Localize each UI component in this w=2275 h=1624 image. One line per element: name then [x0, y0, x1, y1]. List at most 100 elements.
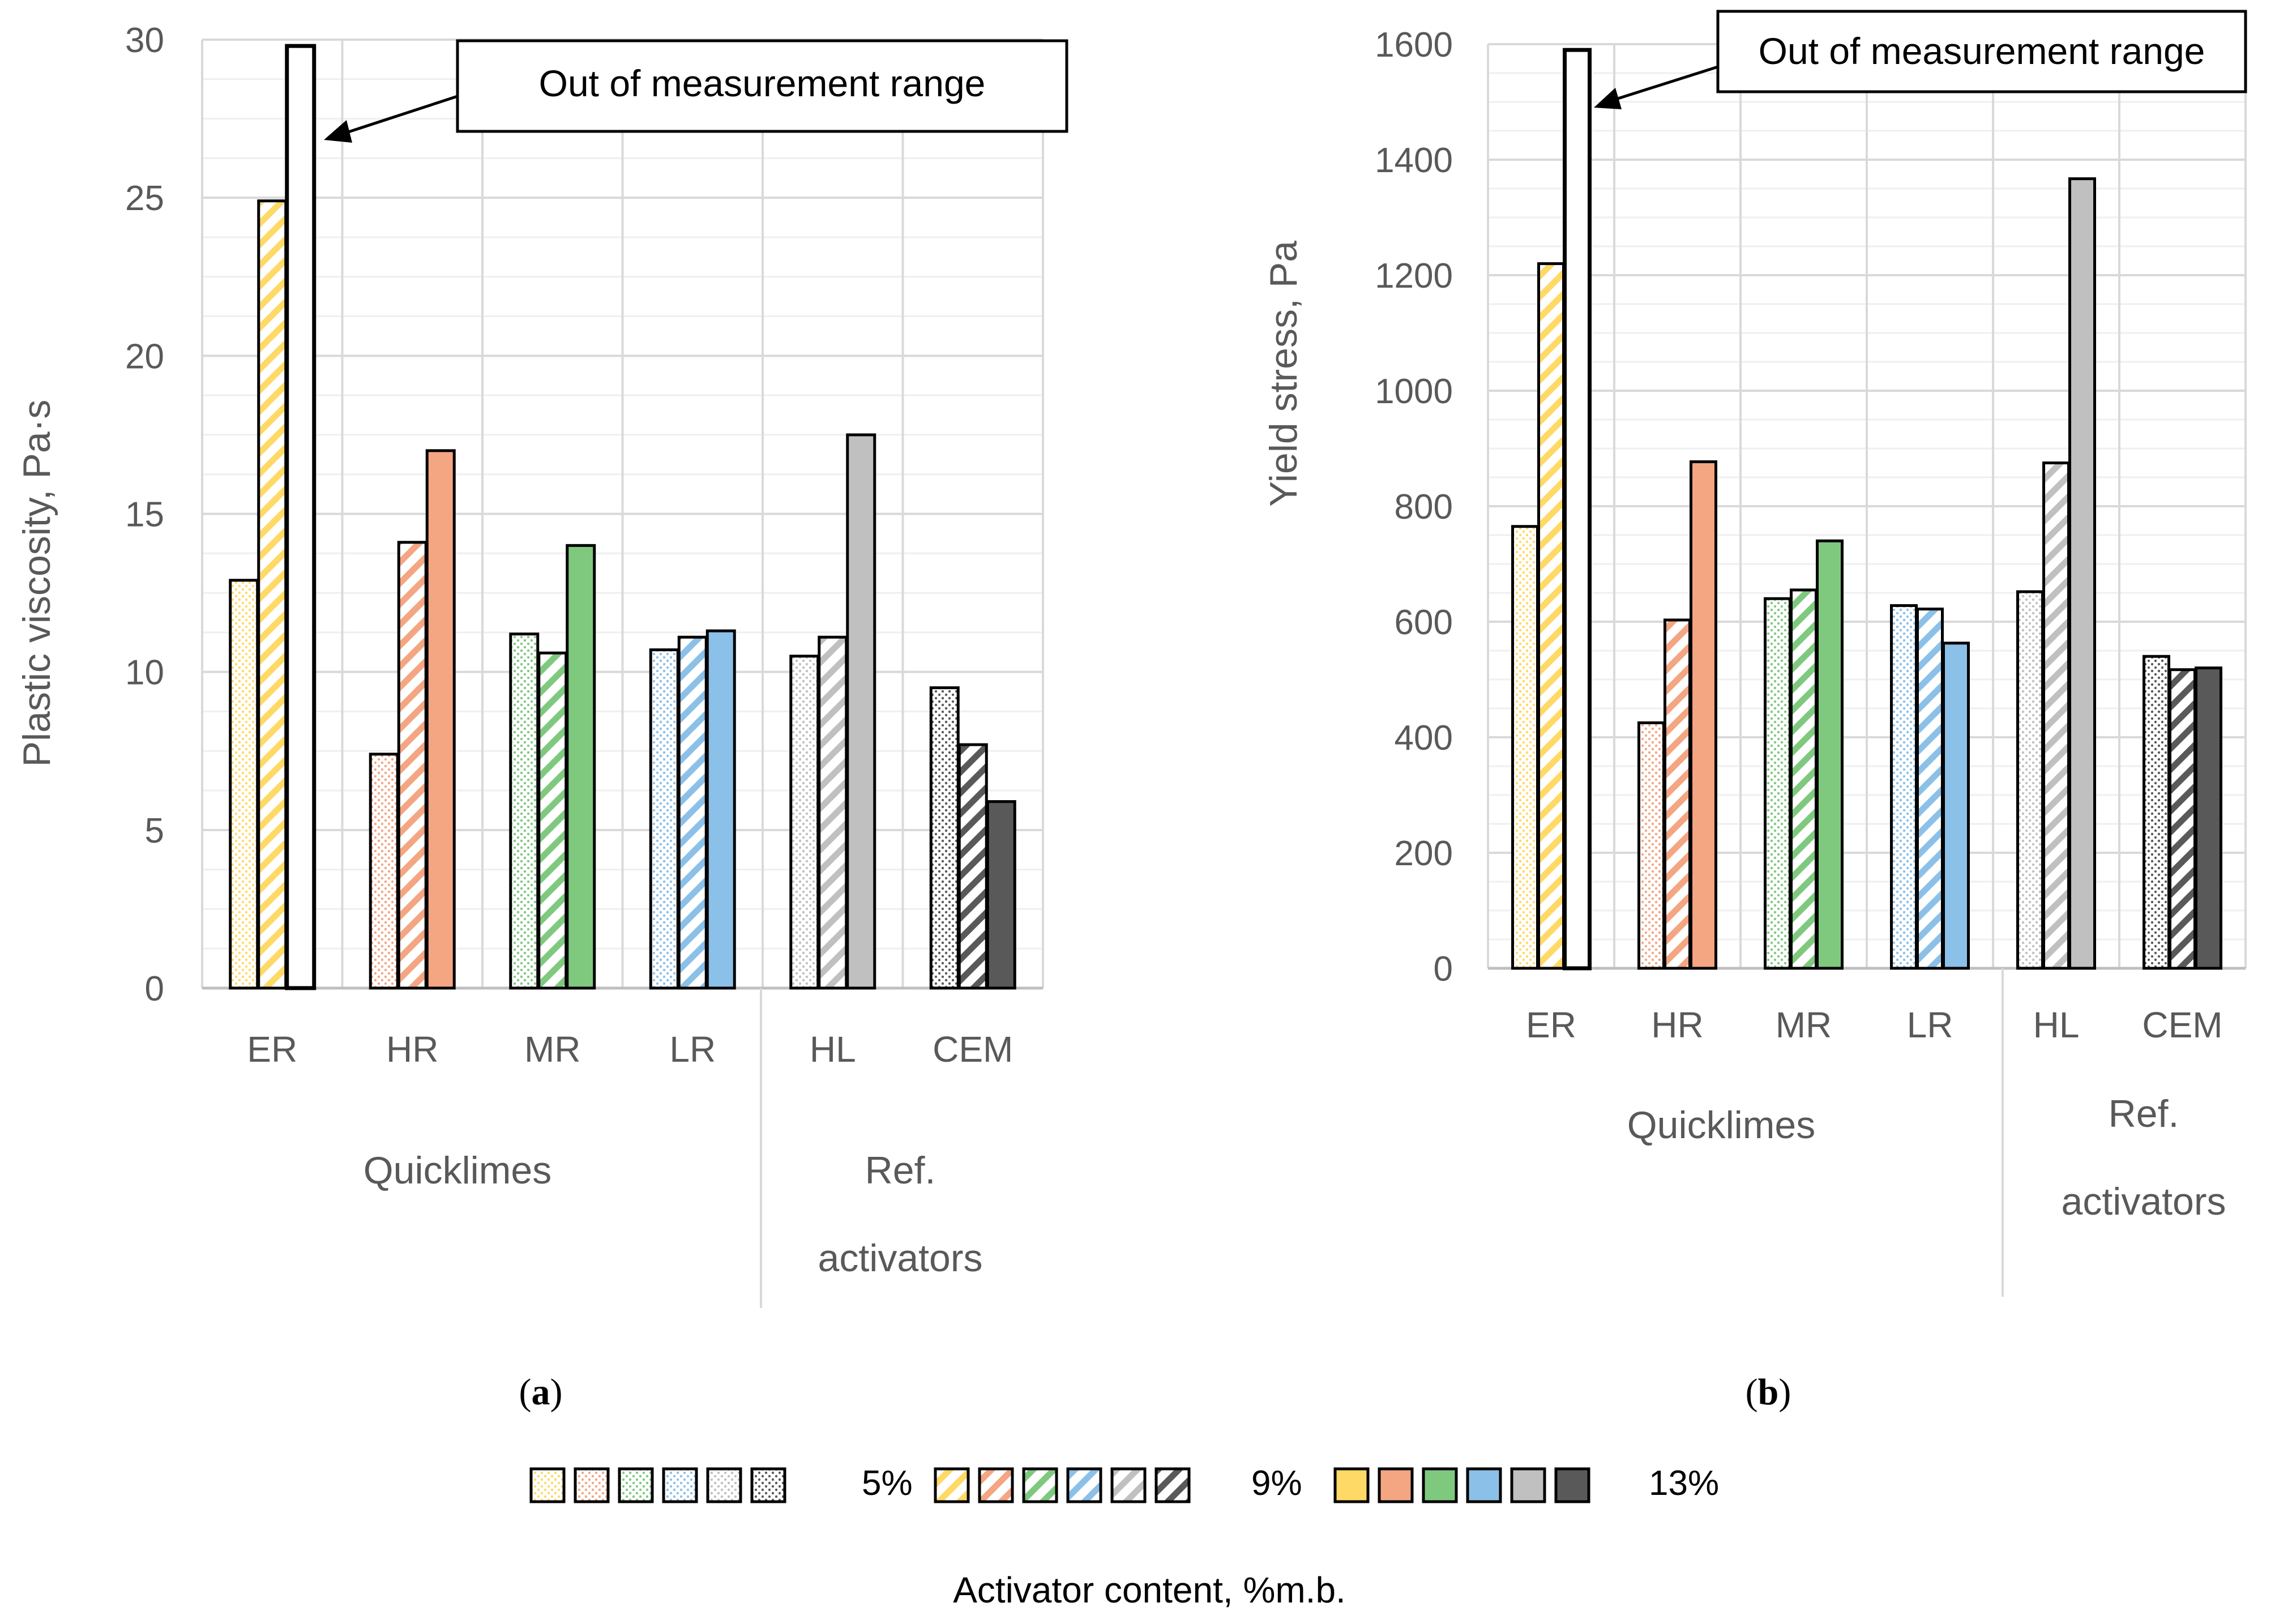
bar-hl-13pct — [2068, 177, 2096, 970]
bar-cem-5pct — [929, 686, 960, 990]
chart-b-group-label-ref-line2: activators — [2062, 1180, 2226, 1223]
bar-lr-9pct — [1916, 608, 1944, 970]
bar-hl-13pct — [846, 433, 876, 990]
chart-b-annotation-arrowhead — [1594, 88, 1622, 109]
legend-title: Activator content, %m.b. — [953, 1570, 1346, 1610]
legend-label-9pct: 9% — [1251, 1464, 1302, 1503]
legend-swatch — [1554, 1467, 1590, 1503]
legend-swatch — [1154, 1467, 1191, 1503]
bar-cem-9pct — [2169, 668, 2196, 970]
bar-er-5pct — [229, 579, 259, 990]
bar-hr-13pct — [1690, 460, 1717, 970]
bar-hl-9pct — [818, 635, 848, 990]
bar-cem-5pct — [2143, 655, 2170, 970]
y-tick-label: 400 — [1395, 719, 1453, 758]
bar-hr-13pct — [425, 449, 456, 990]
bar-mr-9pct — [1790, 588, 1818, 970]
x-tick-label: HR — [386, 1029, 438, 1070]
chart-b-group-label-quicklimes: Quicklimes — [1627, 1104, 1816, 1147]
y-tick-label: 5 — [145, 811, 164, 851]
chart-b: 0 200 400 600 800 1000 1200 1400 1600 ER HR MR LR HL… — [1262, 10, 2247, 1413]
y-tick-label: 30 — [125, 21, 164, 60]
chart-a-annotation-arrow — [339, 95, 458, 136]
bar-cem-9pct — [957, 743, 988, 990]
chart-a-annotation-text: Out of measurement range — [539, 62, 986, 104]
bar-hr-9pct — [1664, 618, 1691, 970]
chart-b-annotation-text: Out of measurement range — [1759, 30, 2205, 72]
chart-b-annotation-arrow — [1610, 65, 1718, 102]
legend-label-5pct: 5% — [862, 1464, 913, 1503]
y-tick-label: 1000 — [1375, 372, 1453, 411]
chart-b-grid — [1487, 43, 2247, 970]
chart-a-categories: ER HR MR LR HL CEM — [247, 1029, 1013, 1070]
y-tick-label: 800 — [1395, 488, 1453, 527]
y-tick-label: 10 — [125, 653, 164, 693]
bar-hr-5pct — [1637, 721, 1665, 970]
x-tick-label: CEM — [2142, 1005, 2222, 1045]
chart-b-categories: ER HR MR LR HL CEM — [1526, 1005, 2223, 1045]
x-tick-label: MR — [524, 1029, 581, 1070]
bar-mr-5pct — [509, 632, 540, 990]
legend-swatch — [1466, 1467, 1502, 1503]
y-tick-label: 200 — [1395, 834, 1453, 873]
chart-a: 0 5 10 15 20 25 30 ER HR MR LR HL CEM Plastic visco… — [15, 21, 1068, 1413]
y-tick-label: 0 — [1434, 950, 1453, 989]
x-tick-label: HL — [2033, 1005, 2080, 1045]
chart-a-bars — [229, 44, 1016, 990]
bar-mr-9pct — [537, 651, 568, 990]
bar-er-9pct — [1537, 262, 1565, 970]
x-tick-label: MR — [1776, 1005, 1832, 1045]
chart-b-annotation-box — [1716, 10, 2247, 93]
y-tick-label: 1200 — [1375, 257, 1453, 296]
chart-a-group-label-ref-line2: activators — [818, 1237, 983, 1280]
x-tick-label: HR — [1651, 1005, 1703, 1045]
x-tick-label: CEM — [933, 1029, 1013, 1070]
bar-hr-9pct — [397, 541, 427, 990]
legend-swatches — [529, 1467, 1590, 1503]
legend-swatch — [1510, 1467, 1546, 1503]
chart-a-group-label-ref-line1: Ref. — [865, 1149, 936, 1192]
chart-b-bars — [1511, 48, 2222, 971]
chart-b-y-axis-label: Yield stress, Pa — [1262, 241, 1305, 507]
chart-a-panel-label: (a) — [519, 1371, 563, 1413]
legend-swatch — [574, 1467, 610, 1503]
bar-lr-13pct — [1942, 642, 1970, 970]
y-tick-label: 1400 — [1375, 141, 1453, 180]
chart-a-y-axis-label: Plastic viscosity, Pa·s — [15, 400, 58, 767]
legend-swatch — [1333, 1467, 1370, 1503]
legend-swatch — [750, 1467, 786, 1503]
bar-cem-13pct — [986, 800, 1016, 990]
legend-swatch — [1110, 1467, 1147, 1503]
bar-hl-5pct — [2016, 590, 2044, 970]
x-tick-label: ER — [1526, 1005, 1576, 1045]
bar-hl-9pct — [2042, 461, 2070, 970]
chart-a-grid — [201, 39, 1044, 990]
bar-er-9pct — [257, 199, 288, 990]
x-tick-label: ER — [247, 1029, 297, 1070]
bar-lr-9pct — [677, 635, 708, 990]
chart-a-annotation-box — [456, 39, 1068, 133]
legend-swatch — [934, 1467, 970, 1503]
legend-swatch — [978, 1467, 1014, 1503]
legend-swatch — [1022, 1467, 1058, 1503]
legend-swatch — [1066, 1467, 1102, 1503]
legend-swatch — [618, 1467, 654, 1503]
bar-hr-5pct — [369, 753, 399, 990]
y-tick-label: 0 — [145, 969, 164, 1008]
chart-a-annotation-arrowhead — [324, 120, 352, 143]
legend: 5% 9% 13% Activator content, %m.b. — [529, 1464, 1719, 1610]
chart-b-group-label-ref-line1: Ref. — [2109, 1092, 2179, 1135]
legend-swatch — [529, 1467, 566, 1503]
bar-mr-13pct — [566, 544, 596, 990]
x-tick-label: HL — [810, 1029, 856, 1070]
y-tick-label: 600 — [1395, 603, 1453, 642]
legend-swatch — [1422, 1467, 1458, 1503]
chart-a-group-label-quicklimes: Quicklimes — [364, 1149, 552, 1192]
x-tick-label: LR — [1907, 1005, 1953, 1045]
bar-lr-5pct — [649, 648, 679, 990]
bar-cem-13pct — [2195, 666, 2222, 970]
chart-a-y-ticks: 0 5 10 15 20 25 30 — [125, 21, 164, 1008]
legend-swatch — [1378, 1467, 1414, 1503]
y-tick-label: 1600 — [1375, 25, 1453, 65]
bar-mr-13pct — [1816, 539, 1844, 970]
